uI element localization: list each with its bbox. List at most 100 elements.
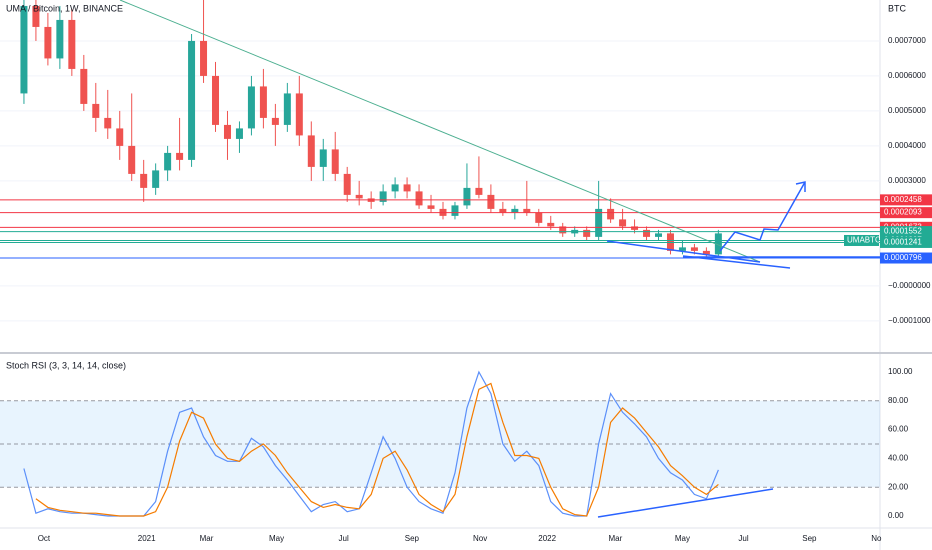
level-label: 0.0001552 (884, 227, 922, 236)
candle-body (140, 173, 148, 188)
drawings (119, 0, 880, 518)
candle-body (379, 191, 387, 202)
candle-body (655, 233, 663, 237)
level-label: 0.0002458 (884, 195, 922, 204)
candle-body (607, 208, 615, 220)
candle-body (714, 233, 722, 255)
candle-body (463, 187, 471, 206)
candle-body (80, 68, 88, 104)
x-tick-label: 2022 (538, 534, 556, 543)
candle-body (511, 208, 519, 213)
candle-body (104, 117, 112, 129)
candle-body (583, 229, 591, 237)
candle-body (631, 226, 639, 230)
candle-body (32, 5, 40, 27)
x-tick-label: Sep (405, 534, 420, 543)
candle-body (427, 205, 435, 209)
candle-body (56, 19, 64, 59)
indicator-line (35, 382, 719, 517)
trendline (682, 255, 791, 269)
level-label: 0.0000796 (884, 253, 922, 262)
symbol-tag (844, 234, 879, 246)
candle-body (702, 250, 710, 255)
x-tick-label: Mar (609, 534, 623, 543)
y-tick-label: 0.0005000 (888, 106, 926, 115)
x-tick-label: Jul (339, 534, 349, 543)
candle-body (235, 128, 243, 139)
candle-body (283, 93, 291, 125)
y-tick-label: 40.00 (888, 454, 909, 463)
level-tag (880, 226, 932, 238)
candle-body (271, 117, 279, 125)
x-tick-label: Sep (802, 534, 817, 543)
x-tick-label: May (269, 534, 284, 543)
level-tag (880, 236, 932, 248)
level-tag (880, 207, 932, 219)
candle-body (223, 124, 231, 139)
candle-body (355, 194, 363, 199)
candle-body (391, 184, 399, 192)
x-tick-label: Mar (200, 534, 214, 543)
candle-body (690, 247, 698, 251)
band (0, 400, 880, 488)
candle-body (487, 194, 495, 209)
symbol-tag-label: UMABTC (847, 236, 881, 245)
candle-body (403, 184, 411, 192)
unit-label: BTC (888, 3, 907, 13)
candle-body (152, 170, 160, 188)
candle-body (415, 191, 423, 206)
y-tick-label: 60.00 (888, 425, 909, 434)
candle-body (116, 128, 124, 146)
candle-body (595, 208, 603, 237)
level-tag (880, 252, 932, 264)
trendline (597, 488, 774, 518)
y-tick-label: 0.00 (888, 511, 904, 520)
y-tick-label: 100.00 (888, 367, 913, 376)
x-tick-label: Jul (738, 534, 748, 543)
y-tick-label: −0.0000000 (888, 281, 931, 290)
candle-body (295, 93, 303, 136)
symbol-title: UMA / Bitcoin, 1W, BINANCE (6, 3, 123, 13)
candle-body (643, 229, 651, 237)
candle-body (619, 219, 627, 227)
candle-body (200, 40, 208, 76)
candle-body (678, 247, 686, 251)
y-tick-label: 0.0006000 (888, 71, 926, 80)
candle-body (307, 135, 315, 167)
candle-body (128, 145, 136, 174)
candle-body (164, 152, 172, 171)
candle-body (475, 187, 483, 195)
x-tick-label: May (675, 534, 690, 543)
trendline (119, 0, 761, 263)
candle-body (559, 226, 567, 234)
candle-body (247, 86, 255, 129)
candle-body (20, 5, 28, 94)
candle-body (499, 208, 507, 213)
candle-body (331, 149, 339, 174)
candle-body (92, 103, 100, 118)
y-tick-label: 0.0007000 (888, 36, 926, 45)
candle-body (523, 208, 531, 213)
candle-body (212, 75, 220, 125)
candle-body (451, 205, 459, 216)
candle-body (547, 222, 555, 227)
candle-body (188, 40, 196, 160)
candle-body (535, 212, 543, 223)
projection-arrow (719, 181, 806, 252)
y-tick-label: 0.0003000 (888, 176, 926, 185)
arrow-head (795, 181, 806, 192)
x-tick-label: No (871, 534, 882, 543)
candle-body (343, 173, 351, 195)
candle-body (44, 26, 52, 59)
y-tick-label: −0.0001000 (888, 316, 931, 325)
indicator-title: Stoch RSI (3, 3, 14, 14, close) (6, 360, 126, 370)
x-tick-label: Nov (473, 534, 487, 543)
level-label: 0.0002093 (884, 208, 922, 217)
x-tick-label: 2021 (138, 534, 156, 543)
candle-body (259, 86, 267, 118)
y-tick-label: 80.00 (888, 396, 909, 405)
candle-body (319, 149, 327, 167)
candle-body (68, 19, 76, 69)
